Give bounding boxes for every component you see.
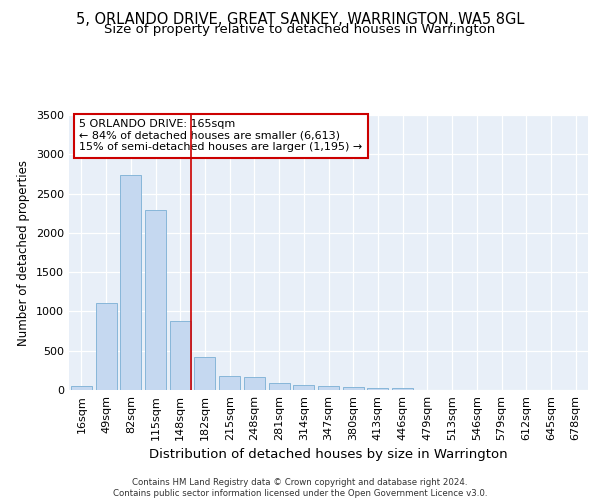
Bar: [194, 356, 215, 390]
Bar: [145, 210, 166, 390]
Text: 5 ORLANDO DRIVE: 165sqm
← 84% of detached houses are smaller (6,613)
15% of semi: 5 ORLANDO DRIVE: 165sqm ← 84% of detache…: [79, 119, 362, 152]
Bar: [219, 376, 240, 390]
Bar: [343, 387, 364, 390]
Y-axis label: Number of detached properties: Number of detached properties: [17, 160, 31, 346]
Bar: [269, 383, 290, 390]
Bar: [318, 386, 339, 390]
Bar: [120, 176, 141, 390]
Bar: [95, 303, 116, 390]
Bar: [170, 321, 191, 390]
X-axis label: Distribution of detached houses by size in Warrington: Distribution of detached houses by size …: [149, 448, 508, 462]
Bar: [244, 377, 265, 390]
Bar: [392, 388, 413, 390]
Text: Size of property relative to detached houses in Warrington: Size of property relative to detached ho…: [104, 24, 496, 36]
Bar: [367, 388, 388, 390]
Text: 5, ORLANDO DRIVE, GREAT SANKEY, WARRINGTON, WA5 8GL: 5, ORLANDO DRIVE, GREAT SANKEY, WARRINGT…: [76, 12, 524, 28]
Bar: [293, 386, 314, 390]
Bar: [71, 386, 92, 390]
Text: Contains HM Land Registry data © Crown copyright and database right 2024.
Contai: Contains HM Land Registry data © Crown c…: [113, 478, 487, 498]
